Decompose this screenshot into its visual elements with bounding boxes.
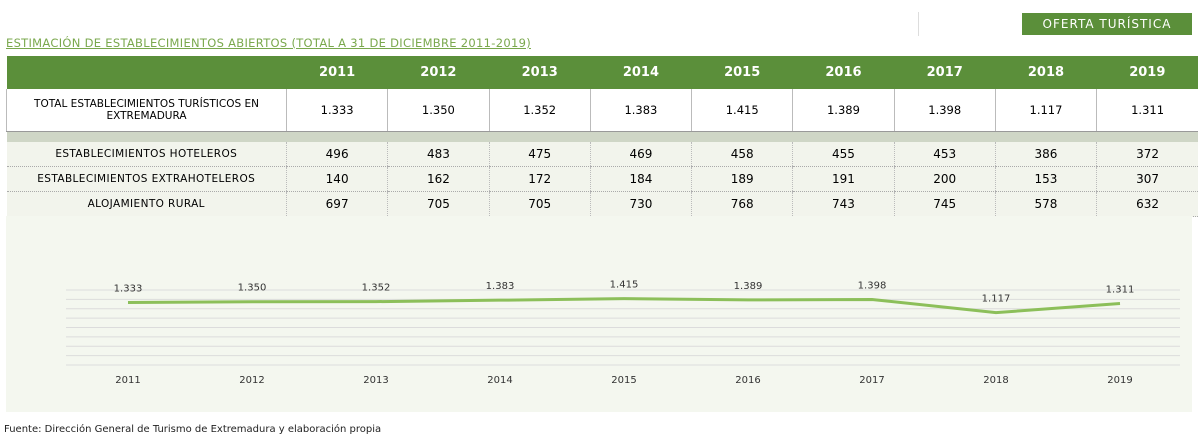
column-header: 2019 <box>1096 56 1198 89</box>
data-label: 1.398 <box>858 280 887 291</box>
x-tick-label: 2011 <box>115 375 140 386</box>
data-label: 1.383 <box>486 281 515 292</box>
data-label: 1.389 <box>734 281 763 292</box>
cell: 475 <box>488 142 591 167</box>
header-row: 2011 2012 2013 2014 2015 2016 2017 2018 2019 <box>6 56 1198 89</box>
cell: 1.117 <box>994 89 1097 132</box>
separator <box>918 12 919 36</box>
column-header: 2015 <box>691 56 793 89</box>
data-row: ESTABLECIMIENTOS EXTRAHOTELEROS 140 162 172… <box>6 166 1198 192</box>
data-label: 1.350 <box>238 283 267 294</box>
cell: 483 <box>387 142 490 167</box>
cell: 172 <box>488 166 591 192</box>
cell: 1.350 <box>387 89 490 132</box>
column-header: 2012 <box>387 56 490 89</box>
cell: 1.389 <box>792 89 895 132</box>
column-header: 2013 <box>489 56 591 89</box>
cell: 496 <box>285 142 388 167</box>
header-corner <box>6 56 287 89</box>
cell: 153 <box>994 166 1097 192</box>
chart-background <box>6 216 1192 412</box>
data-label: 1.333 <box>114 284 143 295</box>
data-label: 1.352 <box>362 283 391 294</box>
cell: 307 <box>1096 166 1198 192</box>
section-tag: OFERTA TURÍSTICA <box>1022 13 1192 35</box>
cell: 1.352 <box>488 89 591 132</box>
cell: 455 <box>792 142 895 167</box>
cell: 469 <box>589 142 692 167</box>
column-header: 2017 <box>894 56 996 89</box>
data-label: 1.311 <box>1106 285 1135 296</box>
row-label: ESTABLECIMIENTOS HOTELEROS <box>6 142 287 167</box>
cell: 140 <box>285 166 388 192</box>
x-tick-label: 2014 <box>487 375 512 386</box>
data-row: ESTABLECIMIENTOS HOTELEROS 496 483 475 469 45… <box>6 142 1198 167</box>
x-tick-label: 2016 <box>735 375 760 386</box>
cell: 372 <box>1096 142 1198 167</box>
column-header: 2014 <box>590 56 692 89</box>
cell: 162 <box>387 166 490 192</box>
x-tick-label: 2015 <box>611 375 636 386</box>
cell: 745 <box>893 191 996 217</box>
x-tick-label: 2012 <box>239 375 264 386</box>
source: Fuente: Dirección General de Turismo de … <box>4 424 382 435</box>
cell: 458 <box>691 142 793 167</box>
data-label: 1.415 <box>610 280 639 291</box>
cell: 189 <box>691 166 793 192</box>
column-header: 2018 <box>995 56 1097 89</box>
cell: 386 <box>994 142 1097 167</box>
cell: 632 <box>1096 191 1198 217</box>
cell: 1.383 <box>589 89 692 132</box>
cell: 743 <box>792 191 895 217</box>
cell: 768 <box>691 191 793 217</box>
cell: 1.311 <box>1096 89 1198 132</box>
cell: 697 <box>285 191 388 217</box>
data-row: ALOJAMIENTO RURAL 697 705 705 730 768 743 745 57… <box>6 191 1198 217</box>
cell: 453 <box>893 142 996 167</box>
column-header: 2011 <box>286 56 388 89</box>
x-tick-label: 2019 <box>1107 375 1132 386</box>
gap-cell <box>6 131 1198 142</box>
cell: 1.333 <box>285 89 388 132</box>
data-table: 2011 2012 2013 2014 2015 2016 2017 2018 2019 TOT… <box>6 56 1198 217</box>
total-row: TOTAL ESTABLECIMIENTOS TURÍSTICOS EN EXT… <box>6 89 1198 132</box>
data-label: 1.117 <box>982 294 1011 305</box>
x-tick-label: 2018 <box>983 375 1008 386</box>
row-label: ESTABLECIMIENTOS EXTRAHOTELEROS <box>6 166 287 192</box>
column-header: 2016 <box>792 56 895 89</box>
cell: 1.415 <box>691 89 793 132</box>
cell: 1.398 <box>893 89 996 132</box>
cell: 200 <box>893 166 996 192</box>
cell: 705 <box>387 191 490 217</box>
row-label: ALOJAMIENTO RURAL <box>6 191 287 217</box>
cell: 184 <box>589 166 692 192</box>
cell: 191 <box>792 166 895 192</box>
gap-row <box>6 131 1198 142</box>
title: ESTIMACIÓN DE ESTABLECIMIENTOS ABIERTOS … <box>6 36 531 50</box>
cell: 578 <box>994 191 1097 217</box>
x-tick-label: 2017 <box>859 375 884 386</box>
cell: 730 <box>589 191 692 217</box>
row-label: TOTAL ESTABLECIMIENTOS TURÍSTICOS EN EXT… <box>6 89 287 132</box>
x-tick-label: 2013 <box>363 375 388 386</box>
line <box>127 297 1121 315</box>
